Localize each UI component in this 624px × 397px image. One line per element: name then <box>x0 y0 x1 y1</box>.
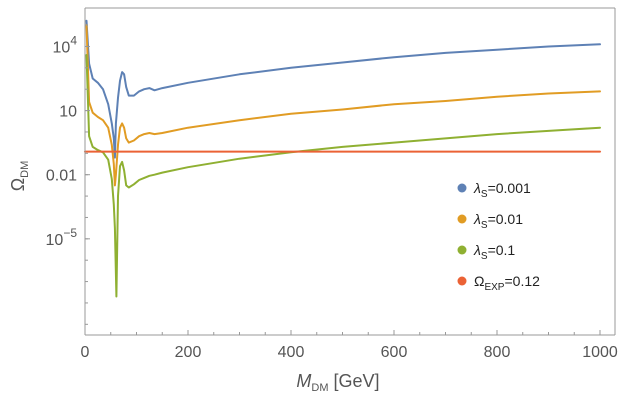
legend-label-3: ΩEXP=0.12 <box>474 273 540 293</box>
y-axis-label: ΩDM <box>8 161 31 192</box>
legend: λS=0.001 λS=0.01 λS=0.1 ΩEXP=0.12 <box>457 180 540 293</box>
series-line-0 <box>85 19 601 159</box>
legend-label-1: λS=0.01 <box>473 211 523 231</box>
x-tick-label: 600 <box>381 344 408 361</box>
x-tick-label: 200 <box>175 344 202 361</box>
y-tick-label: 10 <box>59 104 77 121</box>
y-tick-label: 10−5 <box>46 226 78 249</box>
series-line-1 <box>85 24 601 187</box>
x-tick-label: 1000 <box>582 344 618 361</box>
x-tick-label: 0 <box>81 344 90 361</box>
axes: 0 200 400 600 800 1000 104 10 0.01 10−5 <box>46 7 618 361</box>
series-layer <box>84 19 601 298</box>
legend-marker-3 <box>457 276 467 286</box>
legend-label-0: λS=0.001 <box>473 180 531 200</box>
legend-marker-0 <box>457 183 467 193</box>
x-tick-label: 800 <box>484 344 511 361</box>
legend-label-2: λS=0.1 <box>473 242 515 262</box>
legend-marker-2 <box>457 245 467 255</box>
x-tick-label: 400 <box>278 344 305 361</box>
series-line-2 <box>85 54 601 298</box>
y-tick-label: 0.01 <box>46 168 77 185</box>
y-tick-label: 104 <box>53 33 78 56</box>
x-axis-label: MDM [GeV] <box>296 371 379 394</box>
legend-marker-1 <box>457 214 467 224</box>
